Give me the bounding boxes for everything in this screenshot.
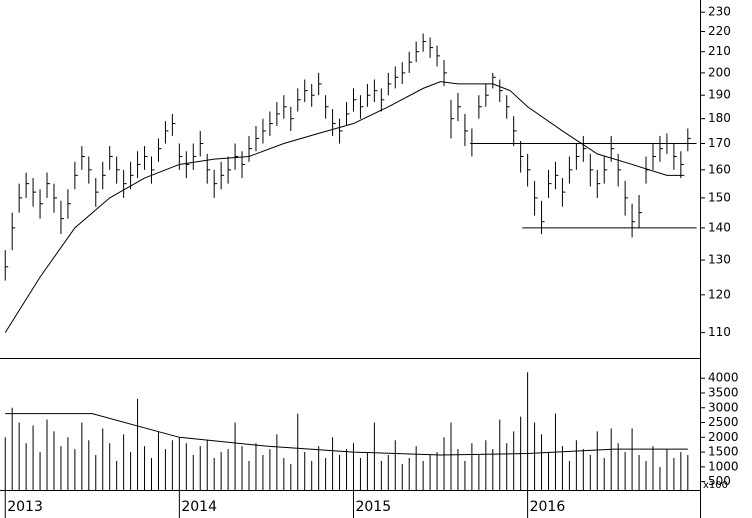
y-tick-label: 150 <box>708 190 731 204</box>
y-tick-label: 210 <box>708 44 731 58</box>
y-tick-label: 1000 <box>708 459 739 473</box>
y-tick-label: 200 <box>708 65 731 79</box>
moving-average <box>4 81 685 333</box>
x-tick-label: 2016 <box>530 499 566 515</box>
volume-unit: x100 <box>703 480 728 491</box>
x-tick-label: 2015 <box>355 499 391 515</box>
y-tick-label: 120 <box>708 287 731 301</box>
y-tick-label: 2000 <box>708 430 739 444</box>
y-tick-label: 1500 <box>708 445 739 459</box>
y-tick-label: 2500 <box>708 415 739 429</box>
y-tick-label: 140 <box>708 220 731 234</box>
y-tick-label: 190 <box>708 88 731 102</box>
x-tick-label: 2013 <box>7 499 43 515</box>
y-tick-label: 130 <box>708 253 731 267</box>
y-tick-label: 170 <box>708 136 731 150</box>
y-tick-label: 180 <box>708 111 731 125</box>
y-tick-label: 230 <box>708 5 731 19</box>
y-tick-label: 3500 <box>708 385 739 399</box>
y-tick-label: 220 <box>708 24 731 38</box>
y-tick-label: 4000 <box>708 371 739 385</box>
volume-average <box>5 413 688 456</box>
y-tick-label: 500 <box>708 474 731 488</box>
y-tick-label: 110 <box>708 325 731 339</box>
x-tick-label: 2014 <box>181 499 217 515</box>
y-tick-label: 160 <box>708 162 731 176</box>
y-tick-label: 3000 <box>708 400 739 414</box>
